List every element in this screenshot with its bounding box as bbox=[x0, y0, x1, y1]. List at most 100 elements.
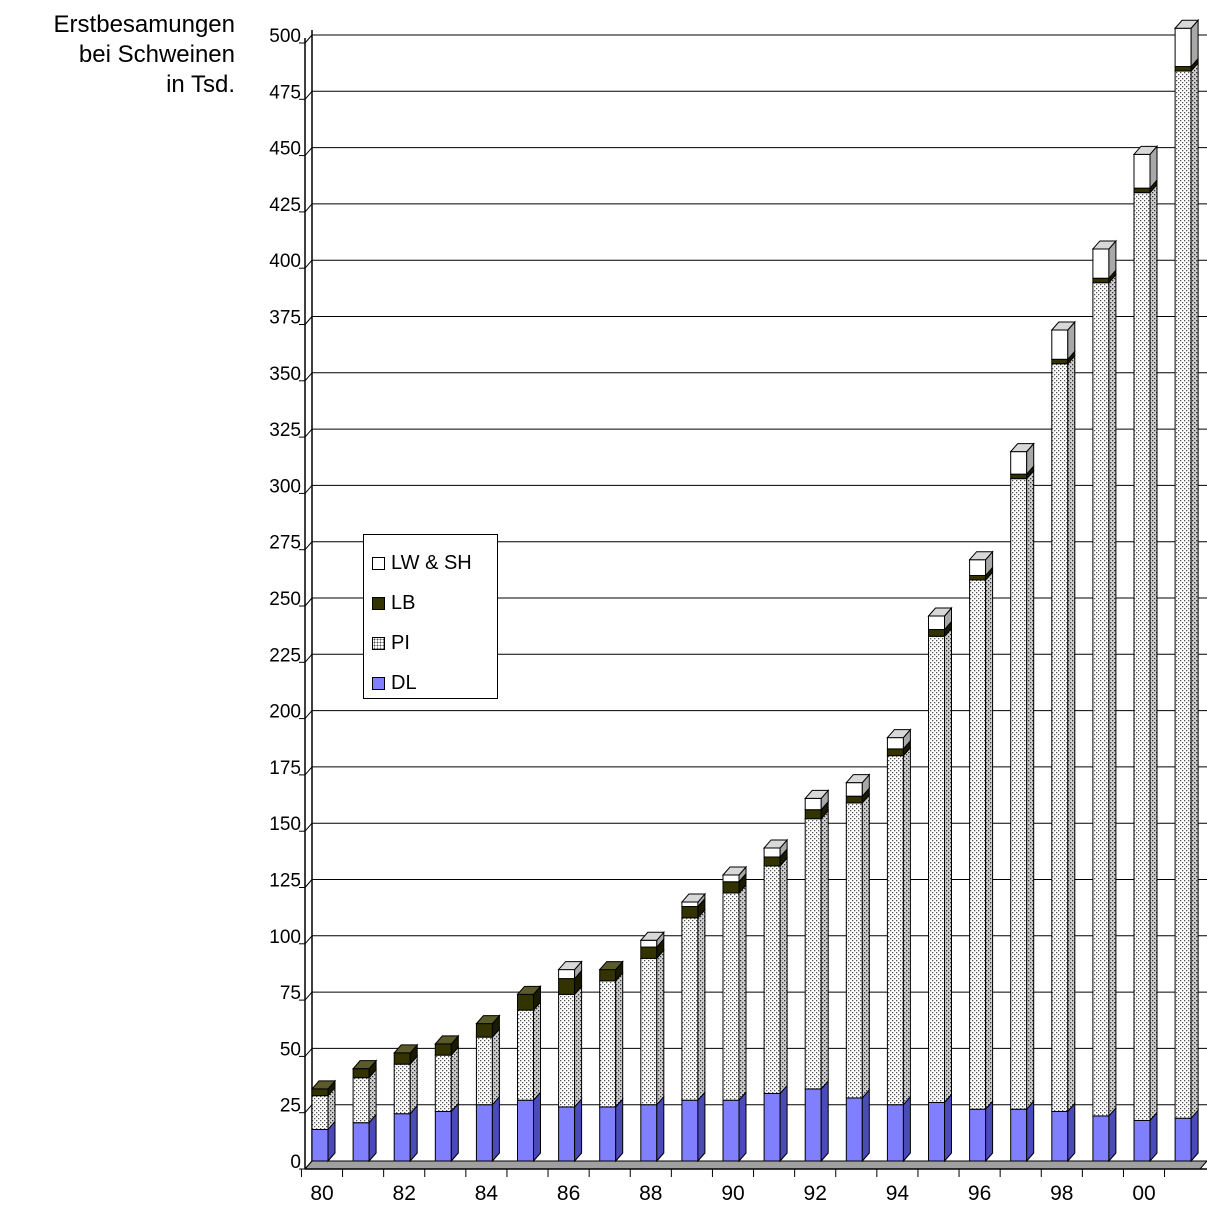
x-tick-label: 86 bbox=[557, 1182, 580, 1205]
bar-segment-pi bbox=[763, 856, 788, 1095]
bar-segment-pi bbox=[804, 809, 829, 1091]
x-tick-label: 90 bbox=[721, 1182, 744, 1205]
bar-segment-pi bbox=[1051, 354, 1076, 1113]
y-tick-label: 125 bbox=[269, 871, 301, 892]
bar-segment-dl bbox=[722, 1090, 747, 1163]
bar-segment-pi bbox=[681, 908, 706, 1102]
y-tick-label: 50 bbox=[280, 1039, 301, 1060]
y-tick-label: 100 bbox=[269, 927, 301, 948]
bar-segment-dl bbox=[1010, 1099, 1035, 1163]
bar-segment-lb bbox=[393, 1043, 419, 1066]
bar-segment-dl bbox=[928, 1093, 952, 1163]
bar-segment-lw-sh bbox=[639, 930, 665, 949]
y-tick-label: 0 bbox=[290, 1152, 301, 1173]
legend-label-dl: DL bbox=[391, 671, 417, 694]
legend-swatch-lb bbox=[372, 596, 385, 610]
y-axis-title-line-1: Erstbesamungen bbox=[53, 11, 235, 38]
bar-segment-dl bbox=[1051, 1102, 1076, 1163]
bar-segment-lw-sh bbox=[1173, 18, 1200, 68]
bar-segment-pi bbox=[969, 570, 994, 1111]
bar-segment-lb bbox=[598, 960, 624, 983]
x-tick-label: 00 bbox=[1132, 1182, 1155, 1205]
bar-segment-lw-sh bbox=[557, 960, 583, 980]
bar-segment-dl bbox=[969, 1099, 994, 1163]
x-tick-label: 88 bbox=[639, 1182, 662, 1205]
bar-segment-pi bbox=[517, 1000, 541, 1102]
bar-segment-dl bbox=[599, 1097, 624, 1163]
legend-item-lb: LB bbox=[364, 583, 497, 623]
bar-segment-lw-sh bbox=[1091, 239, 1118, 280]
legend-item-pi: PI bbox=[364, 623, 497, 663]
bar-segment-pi bbox=[558, 985, 583, 1109]
bar-segment-lb bbox=[310, 1079, 337, 1098]
y-tick-label: 325 bbox=[269, 420, 301, 441]
bar-segment-lw-sh bbox=[804, 789, 830, 812]
y-tick-label: 425 bbox=[269, 195, 301, 216]
bar-segment-pi bbox=[434, 1045, 459, 1113]
x-tick-label: 92 bbox=[804, 1182, 827, 1205]
bar-segment-lw-sh bbox=[1050, 320, 1076, 361]
bar-segment-pi bbox=[722, 883, 747, 1102]
bar-segment-lw-sh bbox=[680, 892, 707, 908]
bar-segment-dl bbox=[640, 1095, 665, 1163]
y-tick-label: 350 bbox=[269, 364, 301, 385]
bar-segment-lb bbox=[434, 1034, 460, 1057]
bar-segment-lw-sh bbox=[1132, 145, 1159, 190]
bar-segment-dl bbox=[558, 1097, 583, 1163]
x-tick-label: 94 bbox=[886, 1182, 910, 1205]
grid-line bbox=[304, 147, 1207, 156]
axes bbox=[303, 30, 1207, 1170]
bar-segment-dl bbox=[845, 1088, 870, 1163]
bar-segment-pi bbox=[1092, 273, 1117, 1118]
y-axis-title-line-3: in Tsd. bbox=[166, 71, 235, 98]
grid-line bbox=[304, 316, 1207, 325]
bar-segment-pi bbox=[928, 626, 952, 1104]
bar-segment-lw-sh bbox=[762, 838, 789, 859]
y-tick-label: 500 bbox=[269, 26, 301, 47]
y-axis-title-line-2: bei Schweinen bbox=[78, 41, 235, 68]
grid-line bbox=[304, 203, 1207, 213]
y-tick-label: 300 bbox=[269, 476, 301, 497]
bar-segment-dl bbox=[681, 1090, 706, 1163]
legend-label-lw-sh: LW & SH bbox=[391, 551, 472, 574]
legend-label-lb: LB bbox=[391, 591, 416, 614]
grid-line bbox=[304, 34, 1207, 44]
x-tick-label: 82 bbox=[393, 1182, 416, 1205]
bar-segment-pi bbox=[1133, 183, 1158, 1122]
y-tick-label: 25 bbox=[280, 1096, 301, 1117]
x-tick-label: 80 bbox=[310, 1182, 333, 1205]
legend-swatch-pi bbox=[372, 636, 385, 650]
bar-segment-pi bbox=[886, 746, 911, 1107]
legend-swatch-dl bbox=[372, 676, 385, 690]
x-tick-label: 84 bbox=[475, 1182, 499, 1205]
bar-segment-pi bbox=[845, 793, 870, 1100]
bar-segment-pi bbox=[393, 1054, 418, 1116]
legend-label-pi: PI bbox=[391, 631, 410, 654]
x-tick-label: 96 bbox=[968, 1182, 991, 1205]
tick-labels: 0 25 50 75 100 125 150 175 200 225 250 275 300 325 350… bbox=[269, 26, 1166, 1205]
bar-segment-pi bbox=[1174, 61, 1199, 1120]
y-tick-label: 450 bbox=[269, 139, 301, 160]
bar-segment-lb bbox=[558, 969, 583, 996]
grid-line bbox=[304, 259, 1207, 269]
bar-segment-lb bbox=[516, 985, 542, 1012]
y-tick-label: 400 bbox=[269, 251, 301, 272]
bar-segment-lb bbox=[475, 1014, 501, 1039]
y-axis-title: Erstbesamungen bei Schweinen in Tsd. bbox=[54, 10, 235, 100]
y-tick-label: 150 bbox=[269, 814, 301, 835]
bar-segment-pi bbox=[599, 971, 624, 1109]
bar-segment-dl bbox=[352, 1113, 377, 1163]
y-tick-label: 250 bbox=[269, 589, 301, 610]
y-tick-label: 175 bbox=[269, 758, 301, 779]
floor bbox=[303, 1160, 1207, 1170]
bar-segment-lw-sh bbox=[927, 606, 953, 631]
legend-swatch-lw-sh bbox=[372, 556, 385, 570]
legend-item-dl: DL bbox=[364, 663, 497, 703]
bar-segment-dl bbox=[434, 1102, 459, 1163]
bar-segment-pi bbox=[352, 1068, 377, 1125]
bar-segment-lw-sh bbox=[886, 728, 912, 751]
x-tick-label: 98 bbox=[1050, 1182, 1073, 1205]
bar-segment-dl bbox=[804, 1079, 829, 1163]
bar-segment-pi bbox=[640, 948, 665, 1107]
